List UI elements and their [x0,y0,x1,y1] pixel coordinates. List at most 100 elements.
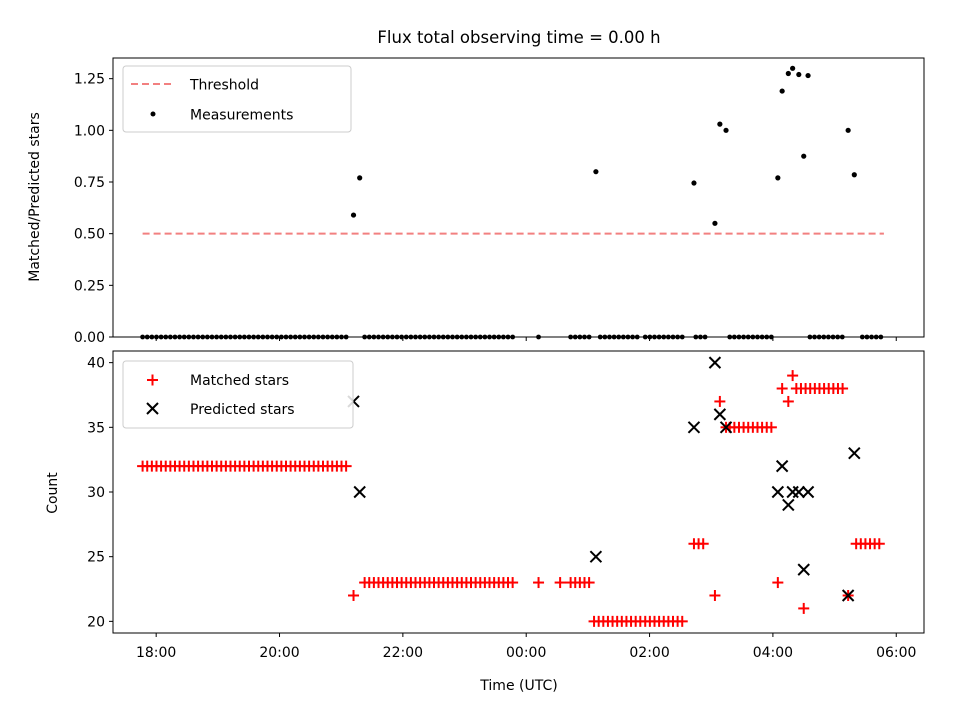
bottom-y-tick-label: 25 [87,550,105,566]
measurement-point [652,334,657,340]
measurement-point [597,334,603,340]
measurement-point [768,334,774,340]
measurement-point [306,334,312,340]
measurement-point [625,334,631,340]
measurement-point [796,71,802,78]
matched-star-point [533,577,545,589]
measurement-point [223,334,229,340]
measurement-point [586,334,592,340]
measurement-point [302,334,307,340]
measurement-point [140,334,146,340]
predicted-star-point [841,589,855,602]
measurement-point [311,334,317,340]
matched-star-point [782,395,794,407]
bottom-y-tick-label: 20 [87,614,105,630]
bottom-y-tick-label: 40 [87,356,105,372]
measurement-point [389,334,395,340]
matched-star-point [787,370,799,382]
measurement-point [417,334,423,340]
measurement-point [149,334,155,340]
measurement-point [634,334,640,340]
measurement-point [339,334,344,340]
measurement-point [712,220,718,226]
measurement-point [745,334,751,340]
top-y-tick-label: 0.00 [74,330,105,346]
measurement-point [661,334,667,340]
measurement-point [376,334,381,340]
measurement-point [693,334,699,340]
top-y-tick-label: 1.25 [74,72,105,88]
matched-star-point [583,577,595,589]
measurement-point [288,334,294,340]
predicted-star-point [589,550,603,563]
measurement-point [158,334,164,340]
measurement-point [873,334,879,340]
measurement-point [647,334,653,340]
measurement-point [611,334,617,340]
measurement-point [642,334,648,340]
measurement-point [172,334,178,340]
bottom-legend-frame [122,360,354,429]
measurement-point [859,334,865,340]
measurement-point [691,180,697,186]
measurement-point [334,334,340,340]
measurement-point [269,334,275,340]
measurement-point [536,334,541,340]
measurement-point [385,334,391,340]
measurement-point [801,153,807,159]
measurement-point [426,334,432,340]
measurement-point [191,334,196,340]
measurement-point [440,334,446,340]
predicted-star-point [719,421,733,434]
matched-star-point [340,460,352,472]
bottom-plot: 20 25 30 35 40 18:00 20:00 22:00 00:00 02:00 04:00… [87,350,925,661]
measurement-point [869,334,874,340]
measurement-point [454,334,460,340]
predicted-star-point [687,421,701,434]
measurement-point [607,334,612,340]
measurement-point [630,334,635,340]
matched-star-point [697,538,709,550]
matched-star-point [837,383,849,395]
measurement-point [878,334,884,340]
measurement-point [218,334,224,340]
top-y-tick-label: 0.50 [74,227,105,243]
measurement-point [736,334,742,340]
matched-star-point [554,577,566,589]
bottom-legend: Matched stars Predicted stars [122,360,354,429]
measurement-point [366,334,372,340]
measurement-point [830,334,836,340]
x-tick-label: 20:00 [259,645,299,661]
top-y-tick-label: 1.00 [74,123,105,139]
measurement-point [450,334,455,340]
measurement-point [473,334,479,340]
measurement-point [251,334,257,340]
measurement-point [500,334,506,340]
measurement-point [602,334,608,340]
matched-star-point [676,615,688,627]
measurement-point [675,334,681,340]
predicted-star-point [713,408,727,421]
measurement-point [568,334,574,340]
matched-star-point [765,421,777,433]
measurement-point [399,334,405,340]
measurements-legend-label: Measurements [190,108,293,124]
measurement-point [329,334,335,340]
measurement-point [204,334,210,340]
measurement-point [413,334,418,340]
measurement-point [835,334,841,340]
measurement-point [505,334,511,340]
x-tick-label: 18:00 [136,645,176,661]
measurement-point [463,334,469,340]
measurement-point [232,334,238,340]
x-tick-label: 02:00 [629,645,669,661]
measurements-legend-swatch [150,111,156,117]
top-plot: 0.00 0.25 0.50 0.75 1.00 1.25 [74,57,925,346]
measurement-point [255,334,261,340]
measurement-point [297,334,303,340]
measurement-point [431,334,437,340]
top-y-axis-label: Matched/Predicted stars [27,112,43,282]
measurement-point [839,334,845,340]
measurement-point [616,334,622,340]
